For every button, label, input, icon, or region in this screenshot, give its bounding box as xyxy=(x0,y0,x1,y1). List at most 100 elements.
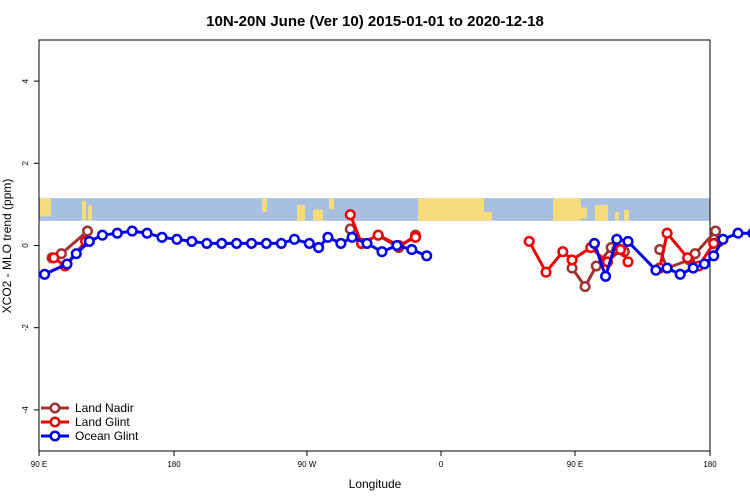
y-tick-label-0: -4 xyxy=(21,406,30,414)
y-tick-label-3: 2 xyxy=(21,161,30,166)
data-point-2-0-12 xyxy=(216,237,228,249)
legend-label-land-nadir: Land Nadir xyxy=(75,401,134,415)
data-point-0-0-2 xyxy=(81,225,94,237)
data-point-1-0-0 xyxy=(48,252,60,264)
data-point-2-0-21 xyxy=(335,237,347,249)
y-tick-label-1: -2 xyxy=(21,324,30,332)
series-line-2-0 xyxy=(43,229,428,276)
data-point-2-0-10 xyxy=(186,235,198,247)
map-land-12 xyxy=(615,211,619,221)
x-tick-label-2: 90 W xyxy=(298,460,317,469)
data-point-2-0-14 xyxy=(245,237,258,249)
data-point-2-1-7 xyxy=(687,262,699,274)
y-tick-label-2: 0 xyxy=(21,243,30,248)
data-point-0-2-2 xyxy=(590,260,602,272)
data-point-0-3-4 xyxy=(710,225,722,237)
data-point-2-0-24 xyxy=(376,246,388,258)
data-point-2-1-1 xyxy=(600,270,612,282)
data-point-2-1-0 xyxy=(588,237,600,249)
data-point-2-0-22 xyxy=(346,231,358,243)
chart-title: 10N-20N June (Ver 10) 2015-01-01 to 2020… xyxy=(206,13,544,30)
legend: Land Nadir Land Glint Ocean Glint xyxy=(41,401,139,443)
data-point-2-1-8 xyxy=(698,258,710,270)
map-land-10 xyxy=(581,207,587,219)
data-point-2-0-2 xyxy=(70,248,82,260)
data-point-2-1-9 xyxy=(708,250,720,262)
x-axis: 90 E 180 90 W 0 90 E 180 xyxy=(31,451,717,469)
map-ocean-band xyxy=(39,198,710,221)
map-land-9 xyxy=(553,198,581,221)
series-line-2-1 xyxy=(592,231,750,278)
x-tick-label-4: 90 E xyxy=(567,460,583,469)
data-point-2-0-3 xyxy=(83,235,95,247)
data-point-2-0-26 xyxy=(406,244,418,256)
map-land-7 xyxy=(418,198,484,221)
data-point-2-1-11 xyxy=(732,227,744,239)
map-land-3 xyxy=(262,198,267,212)
x-tick-label-1: 180 xyxy=(167,460,181,469)
data-point-1-2-7 xyxy=(622,256,634,268)
data-point-1-2-6 xyxy=(614,244,627,256)
data-point-1-2-2 xyxy=(557,246,569,258)
legend-item-land-glint: Land Glint xyxy=(41,415,130,429)
data-point-2-0-25 xyxy=(391,239,403,252)
data-point-2-1-5 xyxy=(661,262,673,274)
map-land-6 xyxy=(329,198,334,210)
legend-item-ocean-glint: Ocean Glint xyxy=(41,429,139,443)
data-point-1-2-1 xyxy=(540,266,552,278)
y-axis-label: XCO2 - MLO trend (ppm) xyxy=(0,179,14,314)
data-point-2-0-7 xyxy=(141,227,153,239)
data-point-1-3-4 xyxy=(708,237,720,249)
y-axis: -4 -2 0 2 4 xyxy=(21,78,39,413)
map-land-11 xyxy=(595,205,608,221)
x-axis-label: Longitude xyxy=(349,477,402,491)
data-point-2-0-0 xyxy=(39,268,51,280)
map-land-1 xyxy=(82,200,86,221)
data-point-2-0-27 xyxy=(421,250,433,262)
data-point-2-0-18 xyxy=(303,237,315,249)
series-layer xyxy=(39,209,750,293)
data-point-2-0-17 xyxy=(288,233,300,245)
map-land-4 xyxy=(297,205,305,221)
x-tick-label-0: 90 E xyxy=(31,460,47,469)
data-point-2-1-6 xyxy=(674,268,686,280)
y-tick-label-4: 4 xyxy=(21,78,30,83)
legend-label-land-glint: Land Glint xyxy=(75,415,130,429)
world-map-strip xyxy=(39,198,710,221)
data-point-2-0-1 xyxy=(61,258,73,270)
data-point-1-2-0 xyxy=(523,235,535,247)
legend-item-land-nadir: Land Nadir xyxy=(41,401,134,415)
map-land-5 xyxy=(313,209,323,221)
x-tick-label-5: 180 xyxy=(703,460,717,469)
data-point-2-0-6 xyxy=(126,225,138,237)
map-land-0 xyxy=(40,198,51,217)
legend-label-ocean-glint: Ocean Glint xyxy=(75,429,139,443)
data-point-2-0-20 xyxy=(322,231,334,243)
data-point-2-0-23 xyxy=(361,237,373,249)
map-land-2 xyxy=(88,205,92,221)
series-ocean-glint xyxy=(39,225,750,282)
map-land-13 xyxy=(624,209,629,221)
data-point-2-0-8 xyxy=(156,231,168,243)
data-point-2-0-5 xyxy=(111,227,123,239)
data-point-0-2-1 xyxy=(579,281,591,293)
map-land-8 xyxy=(484,211,492,221)
data-point-2-0-11 xyxy=(201,237,213,249)
data-point-1-1-0 xyxy=(344,209,356,221)
data-point-2-0-4 xyxy=(96,229,108,241)
data-point-1-3-1 xyxy=(661,227,673,239)
data-point-1-2-3 xyxy=(566,254,578,266)
data-point-2-1-4 xyxy=(650,264,662,276)
data-point-1-1-4 xyxy=(409,231,422,243)
data-point-2-1-3 xyxy=(622,235,634,247)
data-point-1-1-2 xyxy=(372,229,384,241)
data-point-2-0-15 xyxy=(260,237,272,249)
data-point-2-1-10 xyxy=(717,233,729,245)
x-tick-label-3: 0 xyxy=(439,460,444,469)
data-point-2-0-19 xyxy=(313,242,325,254)
data-point-2-0-16 xyxy=(275,237,287,249)
data-point-2-0-9 xyxy=(171,233,183,245)
data-point-2-1-2 xyxy=(611,233,623,245)
data-point-1-3-2 xyxy=(682,252,694,264)
